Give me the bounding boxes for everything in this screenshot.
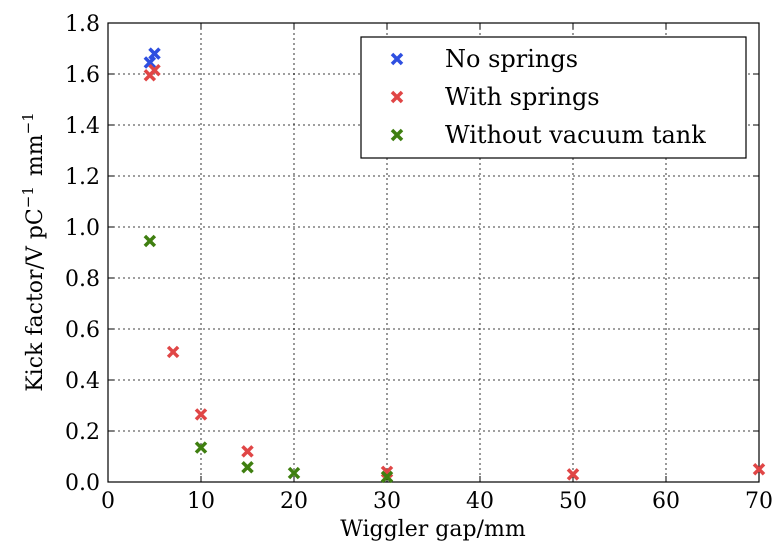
marker-stroke [143, 56, 157, 69]
marker-stroke [194, 441, 208, 454]
plot-frame [107, 22, 760, 483]
y-tick-label: 1.8 [65, 12, 100, 37]
y-tick-label: 1.2 [65, 165, 100, 190]
x-tick-label: 20 [280, 489, 308, 514]
point-with-springs [752, 463, 766, 476]
y-tick-label: 1.4 [65, 114, 100, 139]
marker-stroke [380, 470, 394, 484]
point-without-vacuum-tank [380, 470, 394, 484]
marker-stroke [390, 128, 404, 142]
marker-stroke [752, 463, 766, 476]
legend-items: No springs With springs Without vacuum tan… [390, 45, 706, 149]
legend-marker-without-vacuum-tank [390, 128, 404, 142]
x-tick-label: 10 [187, 489, 215, 514]
marker-stroke [390, 90, 404, 104]
point-with-springs [241, 445, 254, 458]
x-tick-label: 40 [466, 489, 494, 514]
x-axis-label: Wiggler gap/mm [340, 517, 526, 542]
point-without-vacuum-tank [194, 441, 208, 454]
marker-stroke [241, 445, 254, 458]
point-without-vacuum-tank [287, 466, 301, 480]
point-without-vacuum-tank [143, 234, 157, 248]
marker-stroke [566, 468, 580, 481]
y-tick-label: 0.6 [65, 318, 100, 343]
legend-box [360, 36, 747, 159]
marker-stroke [148, 47, 161, 60]
y-axis-label-sup1: −1 [19, 186, 37, 208]
marker-stroke [166, 345, 180, 359]
y-tick-label: 0.2 [65, 420, 100, 445]
marker-stroke [241, 460, 254, 474]
point-no-springs [143, 56, 157, 69]
legend-label-no-springs: No springs [445, 45, 578, 73]
data-points [143, 47, 766, 484]
legend-label-with-springs: With springs [445, 83, 600, 111]
y-tick-label: 0.8 [65, 267, 100, 292]
point-with-springs [566, 468, 580, 481]
legend: No springs With springs Without vacuum tan… [360, 36, 747, 159]
y-axis-label-sup2: −1 [19, 112, 37, 134]
marker-stroke [287, 466, 301, 480]
x-tick-label: 70 [745, 489, 773, 514]
point-with-springs [148, 63, 161, 77]
marker-stroke [194, 408, 208, 421]
y-tick-label: 1.0 [65, 216, 100, 241]
axis-ticks: 0 10 20 30 40 50 60 70 0.0 0.2 0.4 0.6 0.8 1.0 1.2 1.4 1… [65, 12, 773, 514]
marker-stroke [148, 63, 161, 77]
point-with-springs [166, 345, 180, 359]
y-axis-label: Kick factor/V pC−1mm−1 [19, 112, 48, 392]
legend-marker-no-springs [390, 52, 404, 66]
x-tick-label: 30 [373, 489, 401, 514]
point-without-vacuum-tank [241, 460, 254, 474]
y-tick-label: 1.6 [65, 63, 100, 88]
marker-stroke [143, 234, 157, 248]
legend-label-without-vacuum-tank: Without vacuum tank [445, 121, 706, 149]
y-tick-label: 0.4 [65, 369, 100, 394]
x-tick-label: 0 [101, 489, 115, 514]
marker-stroke [390, 52, 404, 66]
y-axis-label-main: Kick factor/V pC [23, 208, 48, 392]
point-with-springs [194, 408, 208, 421]
x-tick-label: 50 [559, 489, 587, 514]
point-no-springs [148, 47, 161, 60]
legend-marker-with-springs [390, 90, 404, 104]
y-axis-label-unit: mm [23, 134, 48, 176]
x-tick-label: 60 [652, 489, 680, 514]
y-tick-label: 0.0 [65, 471, 100, 496]
